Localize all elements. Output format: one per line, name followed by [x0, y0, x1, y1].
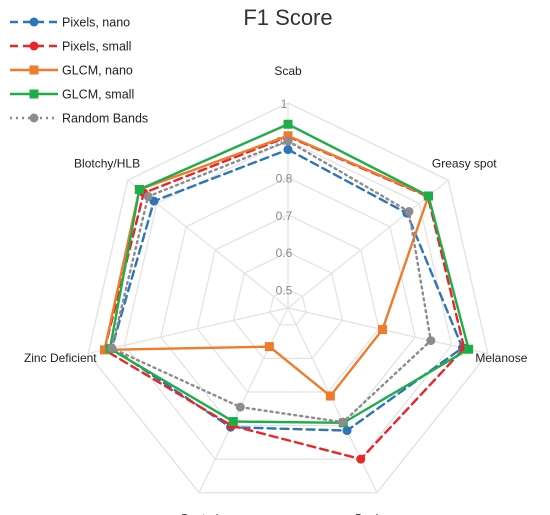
legend-entry: Random Bands [10, 112, 148, 126]
series-layer [99, 119, 474, 464]
category-label: Canker [354, 512, 393, 515]
series-point [228, 417, 238, 427]
radial-tick-label: 1 [281, 97, 288, 111]
legend-swatch-marker [29, 65, 39, 75]
series-line [102, 134, 430, 398]
category-labels: Scab Greasy spot Melanose Canker Control Zinc… [24, 64, 528, 515]
legend-entry: Pixels, small [10, 40, 131, 54]
category-label: Blotchy/HLB [74, 157, 140, 171]
series-point [464, 344, 474, 354]
series-point [342, 426, 352, 436]
series-line [108, 122, 470, 425]
series-point [325, 391, 335, 401]
radial-tick-label: 0.6 [276, 246, 293, 260]
grid-ring [87, 102, 489, 494]
legend-label: Pixels, small [62, 40, 131, 54]
series-point [107, 343, 117, 353]
legend-swatch-marker [29, 17, 39, 27]
series-point [283, 136, 293, 146]
grid-ring [232, 251, 344, 359]
series-point [235, 402, 245, 412]
series-point [426, 336, 436, 346]
grid-spoke [287, 307, 488, 355]
legend-label: Pixels, nano [62, 16, 130, 30]
category-label: Scab [274, 64, 302, 78]
grid-spoke [287, 179, 449, 309]
series-point [264, 342, 274, 352]
series-point [143, 191, 153, 201]
legend-label: GLCM, small [62, 88, 134, 102]
category-label: Melanose [475, 351, 527, 365]
legend-label: Random Bands [62, 112, 148, 126]
chart-title: F1 Score [243, 5, 332, 30]
legend-swatch-marker [29, 89, 39, 99]
legend-swatch-marker [29, 113, 39, 123]
series-point [99, 345, 109, 355]
grid-ring [196, 214, 380, 393]
grid-ring [123, 139, 453, 460]
series-line [103, 135, 466, 461]
series-point [356, 454, 366, 464]
series-point [423, 191, 433, 201]
series-point [338, 417, 348, 427]
legend-entry: GLCM, small [10, 88, 134, 102]
series-line [110, 148, 464, 432]
legend: Pixels, nano Pixels, small GLCM, nano GLCM,… [10, 16, 148, 126]
legend-entry: Pixels, nano [10, 16, 130, 30]
grid-ring [269, 288, 307, 326]
legend-label: GLCM, nano [62, 64, 133, 78]
series-line [110, 139, 433, 424]
legend-swatch-marker [29, 41, 39, 51]
series-point [377, 325, 387, 335]
series-point [283, 131, 293, 141]
radial-tick-label: 0.8 [276, 172, 293, 186]
series-point [404, 207, 414, 217]
series-point [283, 119, 293, 129]
series-point [134, 184, 144, 194]
series-4 [107, 136, 436, 427]
grid-spoke [198, 307, 289, 493]
grid-ring [160, 176, 416, 427]
category-label: Greasy spot [432, 157, 497, 171]
category-label: Zinc Deficient [24, 351, 97, 365]
series-point [283, 145, 293, 155]
radial-tick-label: 0.7 [276, 209, 293, 223]
grid-spoke [88, 307, 289, 355]
category-label: Control [180, 512, 219, 515]
radial-tick-label: 0.5 [276, 283, 293, 297]
legend-entry: GLCM, nano [10, 64, 133, 78]
radar-grid [87, 102, 489, 494]
